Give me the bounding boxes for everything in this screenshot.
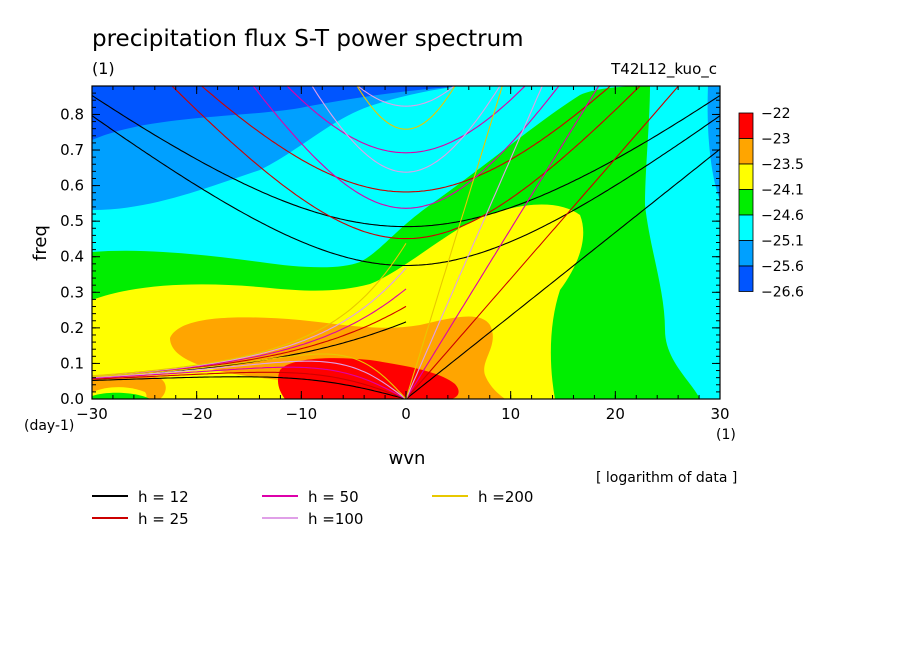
dispersion-curve-er1-h25: [92, 371, 407, 399]
dispersion-curve-er1-h50: [92, 366, 407, 399]
y-tick-label: 0.2: [60, 319, 84, 337]
dispersion-curve-mrg-h200: [92, 243, 407, 377]
x-axis-label: wvn: [389, 448, 426, 469]
x-tick-label: −20: [181, 405, 213, 423]
colorbar-level-label: −24.6: [761, 208, 804, 224]
colorbar-level-label: −25.1: [761, 234, 804, 250]
legend-label: h =100: [308, 510, 363, 528]
dispersion-curve-ig1-h100: [311, 86, 501, 173]
y-axis-unit: (day-1): [24, 418, 74, 434]
y-tick-label: 0.4: [60, 248, 84, 266]
x-tick-label: 30: [710, 405, 729, 423]
x-axis-ticks: −30 −20 −10 0 10 20 30: [76, 86, 730, 423]
y-tick-label: 0.6: [60, 177, 84, 195]
x-tick-label: 10: [501, 405, 520, 423]
colorbar-level-label: −23.5: [761, 157, 804, 173]
y-tick-label: 0.0: [60, 390, 84, 408]
y-tick-label: 0.7: [60, 141, 84, 159]
colorbar-swatch: [738, 163, 754, 190]
colorbar-swatch: [738, 138, 754, 165]
x-tick-label: 20: [606, 405, 625, 423]
dispersion-curve-ig1-h25: [171, 86, 641, 240]
colorbar-swatch: [738, 189, 754, 216]
legend-label: h = 12: [138, 488, 189, 506]
chart-subtitle-left: (1): [92, 59, 115, 78]
x-tick-label: −10: [286, 405, 318, 423]
dispersion-curve-ig1-h12: [92, 115, 720, 267]
dispersion-curve-kelvin-h12: [405, 148, 720, 399]
dispersion-curve-kelvin-h200: [405, 86, 503, 399]
contour-band-10: [92, 392, 150, 399]
contour-band-9: [277, 358, 459, 399]
y-tick-label: 0.1: [60, 354, 84, 372]
legend-label: h = 50: [308, 488, 359, 506]
colorbar-swatch: [738, 265, 754, 292]
dispersion-curve-ig2-h50: [286, 86, 526, 154]
curve-legend: h = 12 h = 25 h = 50 h =100 h =200: [92, 488, 533, 528]
chart-subtitle-right: T42L12_kuo_c: [610, 60, 717, 79]
colorbar-level-label: −26.6: [761, 285, 804, 301]
dispersion-curve-er1-h100: [92, 360, 407, 399]
dispersion-curve-ig1-h200: [356, 86, 456, 130]
dispersion-curve-er1-h200: [92, 353, 407, 399]
y-tick-label: 0.3: [60, 283, 84, 301]
y-axis-label: freq: [30, 225, 51, 261]
colorbar-swatch: [738, 240, 754, 267]
dispersion-curve-kelvin-h100: [405, 86, 543, 399]
colorbar-level-label: −24.1: [761, 183, 804, 199]
dispersion-curve-kelvin-h50: [405, 86, 600, 399]
colorbar-swatch: [738, 112, 754, 139]
legend-label: h =200: [478, 488, 533, 506]
colorbar: −22 −23 −23.5 −24.1 −24.6 −25.1 −25.6 −26.6: [738, 106, 804, 301]
x-tick-label: −30: [76, 405, 108, 423]
dispersion-curve-ig2-h25: [200, 86, 612, 193]
contour-field: [92, 86, 720, 399]
dispersion-curve-kelvin-h25: [405, 86, 680, 399]
legend-label: h = 25: [138, 510, 189, 528]
y-tick-label: 0.5: [60, 212, 84, 230]
colorbar-level-label: −22: [761, 106, 791, 122]
colorbar-swatch: [738, 214, 754, 241]
y-tick-label: 0.8: [60, 105, 84, 123]
dispersion-curve-er1-h12: [92, 376, 407, 399]
dispersion-curve-ig1-h50: [252, 86, 560, 209]
colorbar-level-label: −23: [761, 132, 791, 148]
colorbar-level-label: −25.6: [761, 259, 804, 275]
x-axis-unit: (1): [716, 427, 736, 443]
data-note: [ logarithm of data ]: [596, 470, 737, 486]
y-axis-ticks: 0.0 0.1 0.2 0.3 0.4 0.5 0.6 0.7 0.8: [60, 105, 720, 408]
dispersion-curves: [92, 86, 720, 399]
dispersion-curve-ig2-h100: [357, 86, 455, 107]
x-tick-label: 0: [401, 405, 411, 423]
chart-title: precipitation flux S-T power spectrum: [92, 26, 524, 52]
